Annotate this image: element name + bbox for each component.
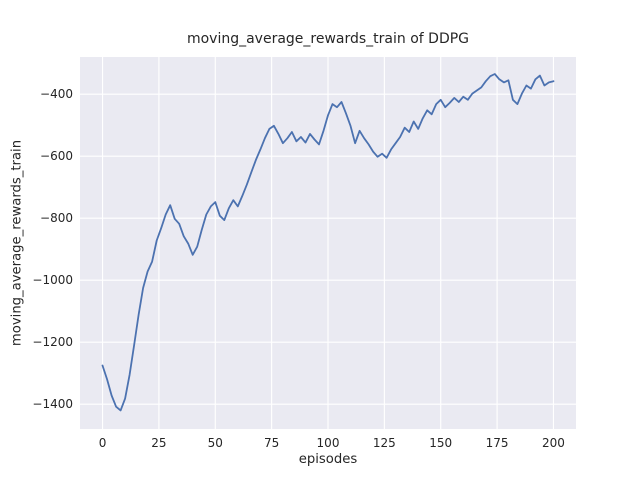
y-tick-label: −600 <box>40 149 73 163</box>
chart-title: moving_average_rewards_train of DDPG <box>186 31 470 47</box>
x-tick-label: 0 <box>99 436 107 450</box>
reward-line <box>101 73 555 412</box>
y-axis-label: moving_average_rewards_train <box>9 139 25 347</box>
x-tick-label: 25 <box>151 436 166 450</box>
x-axis-label: episodes <box>298 452 358 467</box>
x-tick-label: 150 <box>429 436 452 450</box>
x-tick-label: 75 <box>264 436 279 450</box>
x-tick-label: 50 <box>208 436 223 450</box>
y-tick-label: −1000 <box>32 273 73 287</box>
x-tick-label: 100 <box>317 436 340 450</box>
y-tick-label: −800 <box>40 211 73 225</box>
y-tick-label: −1400 <box>32 397 73 411</box>
x-tick-label: 200 <box>542 436 565 450</box>
x-tick-label: 125 <box>373 436 396 450</box>
x-tick-label: 175 <box>486 436 509 450</box>
y-tick-label: −1200 <box>32 335 73 349</box>
y-tick-label: −400 <box>40 87 73 101</box>
